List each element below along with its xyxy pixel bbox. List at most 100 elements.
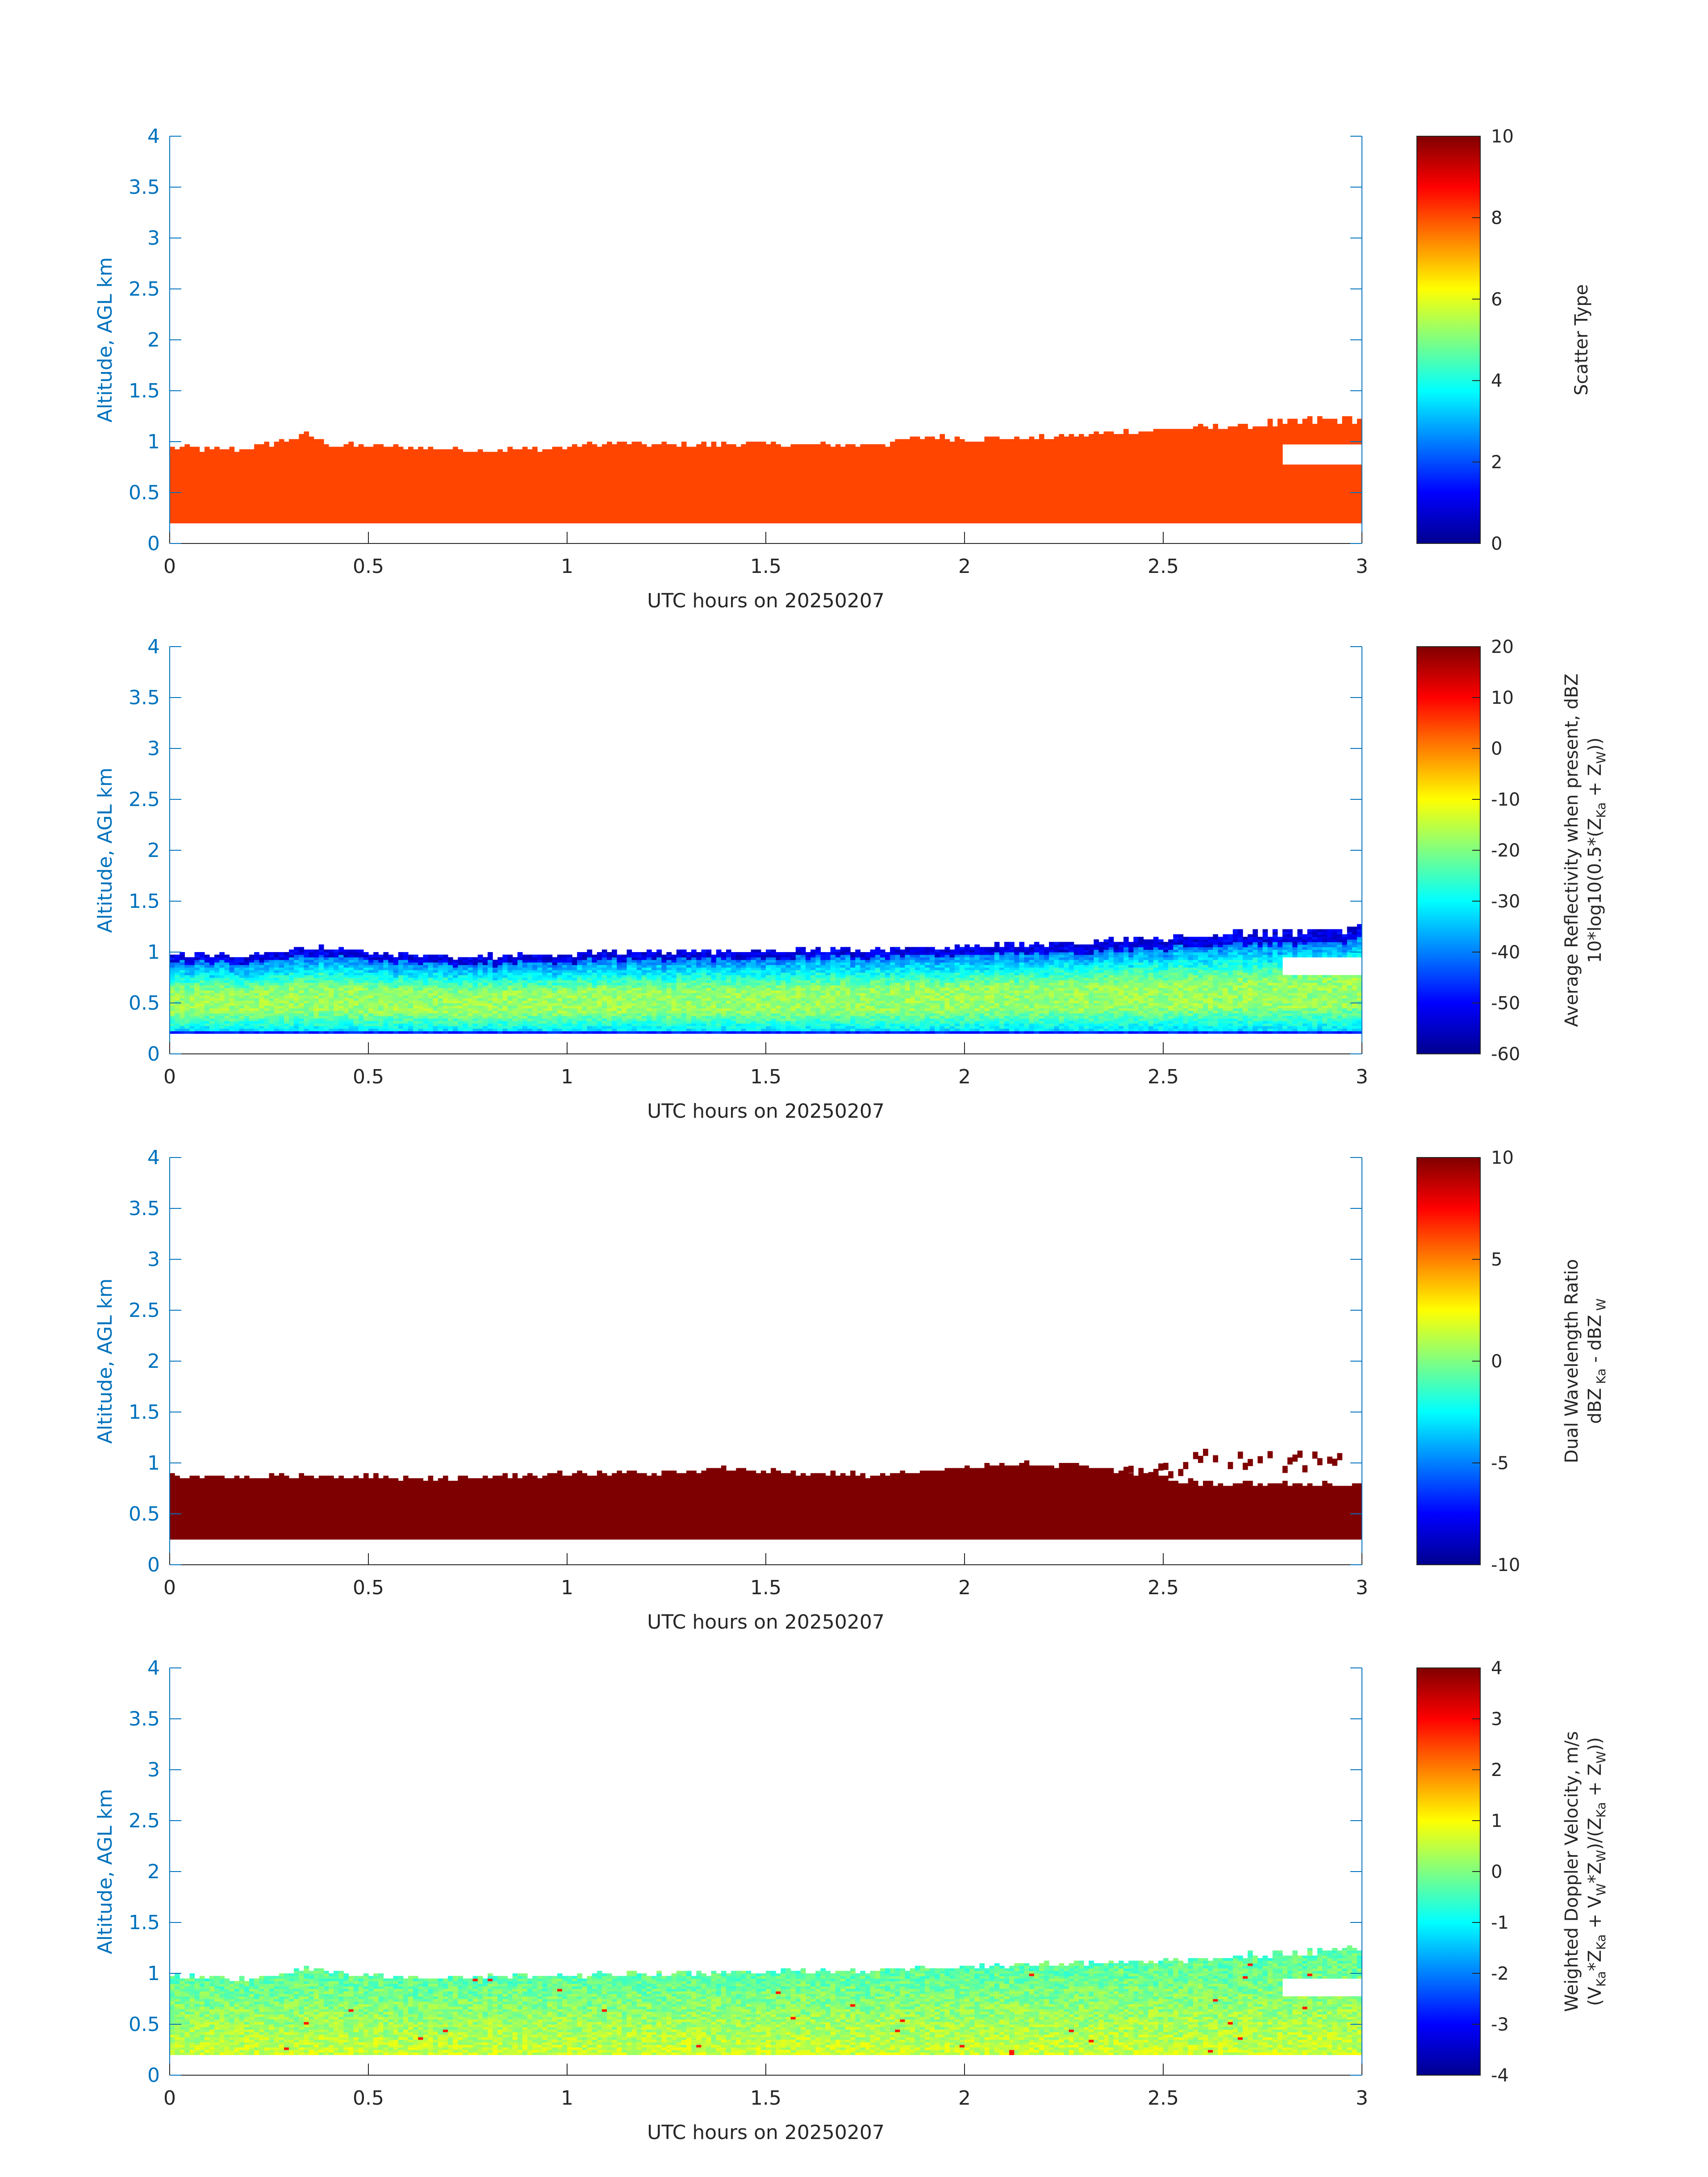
scatter-type-cell	[766, 515, 771, 518]
scatter-type-cell	[721, 480, 727, 483]
scatter-type-cell	[577, 506, 582, 508]
scatter-type-cell	[448, 485, 453, 488]
scatter-type-cell	[751, 449, 756, 452]
scatter-type-cell	[667, 452, 672, 455]
scatter-type-cell	[423, 482, 428, 485]
scatter-type-cell	[184, 521, 190, 523]
scatter-type-cell	[478, 508, 483, 510]
scatter-type-cell	[672, 488, 677, 490]
scatter-type-cell	[542, 513, 547, 516]
scatter-type-cell	[488, 490, 493, 493]
scatter-type-cell	[299, 490, 304, 493]
scatter-type-cell	[681, 497, 687, 500]
scatter-type-cell	[195, 472, 200, 475]
scatter-type-cell	[880, 515, 885, 518]
scatter-type-cell	[607, 493, 612, 495]
scatter-type-cell	[393, 515, 399, 518]
scatter-type-cell	[403, 521, 409, 523]
scatter-type-cell	[219, 477, 225, 480]
scatter-type-cell	[239, 518, 245, 521]
scatter-type-cell	[597, 480, 602, 483]
scatter-type-cell	[855, 472, 860, 475]
scatter-type-cell	[458, 455, 463, 457]
scatter-type-cell	[468, 493, 473, 495]
scatter-type-cell	[567, 513, 572, 516]
scatter-type-cell	[453, 472, 458, 475]
scatter-type-cell	[329, 480, 334, 483]
scatter-type-cell	[835, 515, 841, 518]
scatter-type-cell	[701, 470, 706, 472]
scatter-type-cell	[860, 464, 865, 467]
scatter-type-cell	[860, 455, 865, 457]
scatter-type-cell	[279, 449, 284, 452]
scatter-type-cell	[304, 477, 309, 480]
scatter-type-cell	[239, 477, 245, 480]
scatter-type-cell	[448, 490, 453, 493]
scatter-type-cell	[314, 488, 319, 490]
scatter-type-cell	[349, 513, 354, 516]
scatter-type-cell	[691, 508, 697, 510]
scatter-type-cell	[840, 460, 846, 462]
scatter-type-cell	[840, 477, 846, 480]
scatter-type-cell	[835, 475, 841, 477]
scatter-type-cell	[279, 510, 284, 513]
scatter-type-cell	[319, 467, 324, 470]
scatter-type-cell	[667, 477, 672, 480]
scatter-type-cell	[209, 490, 215, 493]
scatter-type-cell	[393, 510, 399, 513]
scatter-type-cell	[826, 470, 831, 472]
scatter-type-cell	[319, 455, 324, 457]
scatter-type-cell	[329, 462, 334, 465]
scatter-type-cell	[632, 460, 637, 462]
scatter-type-cell	[363, 477, 369, 480]
scatter-type-cell	[338, 475, 344, 477]
scatter-type-cell	[840, 521, 846, 523]
scatter-type-cell	[562, 470, 568, 472]
scatter-type-cell	[274, 518, 280, 521]
scatter-type-cell	[647, 500, 652, 503]
scatter-type-cell	[433, 521, 438, 523]
scatter-type-cell	[408, 467, 413, 470]
scatter-type-cell	[343, 493, 349, 495]
scatter-type-cell	[329, 472, 334, 475]
scatter-type-cell	[184, 467, 190, 470]
scatter-type-cell	[309, 493, 314, 495]
scatter-type-cell	[279, 497, 284, 500]
scatter-type-cell	[642, 493, 647, 495]
scatter-type-cell	[781, 485, 786, 488]
scatter-type-cell	[771, 449, 776, 452]
scatter-type-cell	[383, 506, 388, 508]
scatter-type-cell	[602, 493, 607, 495]
scatter-type-cell	[264, 490, 269, 493]
scatter-type-cell	[577, 488, 582, 490]
scatter-type-cell	[378, 444, 384, 447]
scatter-type-cell	[781, 475, 786, 477]
scatter-type-cell	[195, 447, 200, 449]
scatter-type-cell	[299, 477, 304, 480]
scatter-type-cell	[393, 462, 399, 465]
scatter-type-cell	[746, 510, 752, 513]
scatter-type-cell	[820, 460, 826, 462]
scatter-type-cell	[363, 518, 369, 521]
scatter-type-cell	[731, 472, 736, 475]
scatter-type-cell	[493, 455, 498, 457]
scatter-type-cell	[622, 442, 627, 444]
scatter-type-cell	[582, 449, 587, 452]
scatter-type-cell	[587, 477, 593, 480]
scatter-type-cell	[612, 460, 617, 462]
scatter-type-cell	[314, 442, 319, 444]
scatter-type-cell	[468, 480, 473, 483]
scatter-type-cell	[458, 510, 463, 513]
scatter-type-cell	[408, 515, 413, 518]
scatter-type-cell	[835, 467, 841, 470]
scatter-type-cell	[771, 506, 776, 508]
scatter-type-cell	[413, 506, 418, 508]
scatter-type-cell	[637, 521, 642, 523]
scatter-type-cell	[820, 455, 826, 457]
scatter-type-cell	[349, 475, 354, 477]
scatter-type-cell	[274, 503, 280, 506]
scatter-type-cell	[463, 506, 468, 508]
scatter-type-cell	[667, 467, 672, 470]
scatter-type-cell	[513, 510, 518, 513]
scatter-type-cell	[567, 472, 572, 475]
